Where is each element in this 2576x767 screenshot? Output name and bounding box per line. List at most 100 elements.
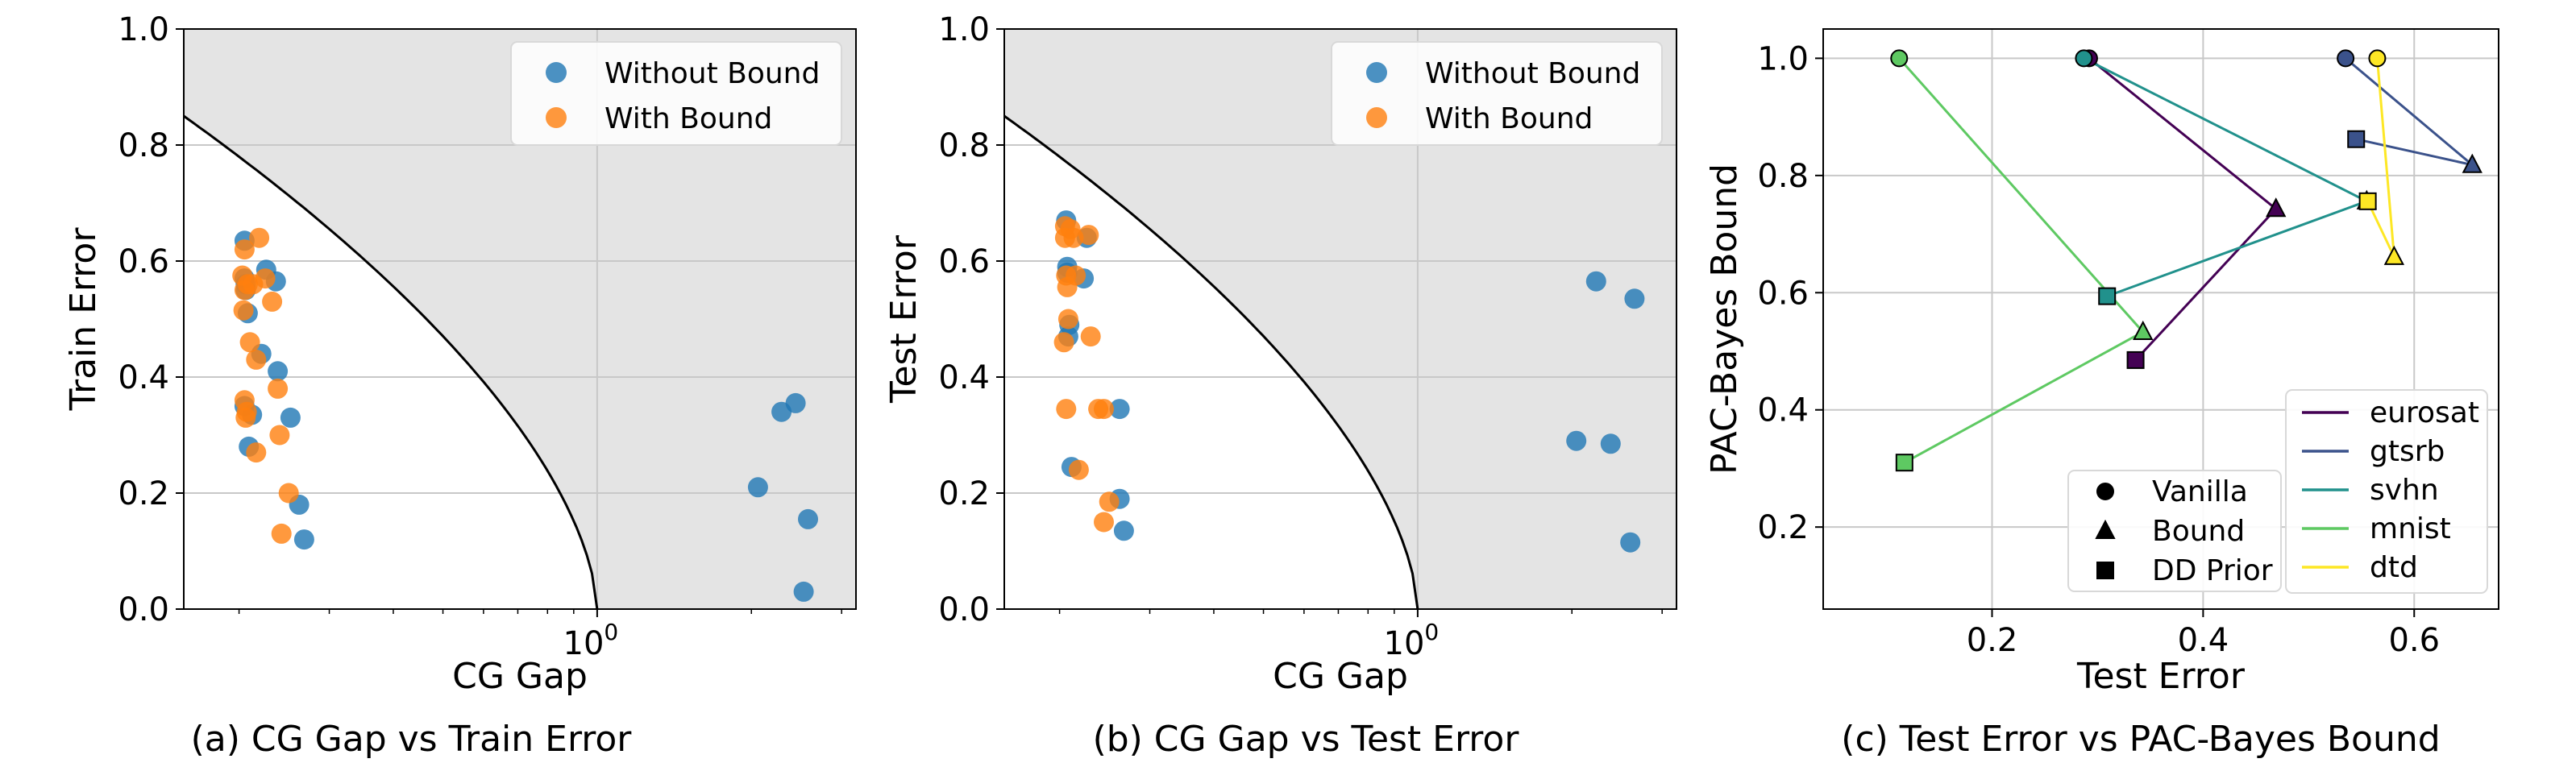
panel-c-test-error-vs-pac-bayes-bound: 0.2 0.4 0.6 0.2 0.4 0.6 0.8 1.0 Test Error PAC-Ba… [1704,28,2499,697]
y-tick-label: 0.4 [1757,392,1809,429]
dd-prior-point-mnist [1895,454,1913,472]
y-axis-label: Train Error [63,227,104,412]
y-tick-label: 0.8 [938,127,990,164]
y-tick-label: 0.2 [938,475,990,512]
point-without-bound [1109,399,1130,420]
legend-label: With Bound [1425,102,1593,135]
legend-marker [546,62,567,83]
y-tick-label: 0.6 [118,243,169,280]
point-with-bound [1056,399,1077,420]
point-without-bound [280,407,301,428]
series-line-eurosat [2088,57,2278,361]
y-tick-label: 1.0 [938,11,990,48]
dd-prior-point-eurosat [2126,350,2145,369]
dataset-legend-label: dtd [2370,551,2418,584]
marker-legend-triangle [2095,519,2116,539]
vanilla-point-svhn [2075,49,2093,68]
legend [1331,41,1663,146]
point-with-bound [1078,225,1099,246]
point-without-bound [785,392,806,413]
y-tick-label: 0.6 [1757,275,1809,312]
y-axis-label: PAC-Bayes Bound [1704,164,1745,475]
vanilla-point-mnist [1890,49,1909,68]
marker-legend-circle [2096,483,2114,500]
series-line-mnist [1898,57,2146,464]
dataset-legend [2285,389,2488,594]
point-without-bound [1620,532,1641,553]
marker-legend-label: DD Prior [2152,554,2273,587]
point-without-bound [793,581,814,602]
marker-legend [2067,470,2282,592]
x-tick-label: 0.2 [1967,622,2018,659]
vanilla-point-dtd [2368,49,2387,68]
bound-curve [183,114,599,610]
point-without-bound [293,529,314,550]
point-without-bound [1624,288,1645,309]
point-with-bound [236,401,257,422]
point-with-bound [278,483,299,504]
point-with-bound [233,300,254,321]
marker-legend-label: Vanilla [2152,475,2248,508]
y-tick-label: 0.0 [118,591,169,628]
y-axis-label: Test Error [883,234,924,404]
y-tick-label: 1.0 [1757,40,1809,77]
marker-legend-square [2096,562,2114,579]
point-with-bound [246,442,267,463]
series-line-dtd [2366,58,2395,258]
point-with-bound [1094,512,1114,533]
series-line-gtsrb [2345,57,2474,167]
y-tick-label: 0.4 [938,359,990,396]
y-tick-label: 0.8 [1757,158,1809,195]
y-tick-label: 0.2 [118,475,169,512]
point-without-bound [1566,430,1587,451]
point-with-bound [269,425,290,446]
bound-point-gtsrb [2462,153,2483,173]
point-with-bound [1063,227,1084,248]
dd-prior-point-gtsrb [2347,130,2366,148]
point-with-bound [1080,326,1101,347]
point-with-bound [262,291,283,312]
caption-c: (c) Test Error vs PAC-Bayes Bound [1841,719,2440,760]
point-with-bound [268,378,289,399]
dataset-legend-label: gtsrb [2370,435,2445,468]
vanilla-point-gtsrb [2337,49,2355,68]
bound-point-mnist [2133,320,2154,340]
legend-marker [546,107,567,128]
point-with-bound [1066,265,1086,286]
y-tick-label: 0.8 [118,127,169,164]
y-tick-label: 0.0 [938,591,990,628]
bound-point-eurosat [2266,197,2287,218]
point-without-bound [268,361,289,382]
point-without-bound [1585,271,1606,292]
y-tick-label: 0.4 [118,359,169,396]
caption-a: (a) CG Gap vs Train Error [191,719,633,760]
point-without-bound [747,477,768,498]
x-tick-label: 100 [563,619,619,662]
point-with-bound [239,332,260,353]
point-with-bound [1099,491,1120,512]
point-without-bound [798,508,818,529]
caption-b: (b) CG Gap vs Test Error [1093,719,1520,760]
x-axis-label: CG Gap [452,656,588,697]
legend-label: Without Bound [1425,57,1640,90]
y-tick-label: 1.0 [118,11,169,48]
dd-prior-point-dtd [2358,192,2377,210]
x-tick-label: 0.6 [2388,622,2440,659]
legend-label: Without Bound [605,57,820,90]
point-with-bound [1053,332,1074,353]
point-with-bound [234,239,255,260]
dataset-legend-label: svhn [2370,474,2439,507]
marker-legend-label: Bound [2152,515,2245,548]
point-with-bound [271,523,292,544]
bound-curve [1003,114,1419,610]
dd-prior-point-svhn [2098,287,2117,305]
series-line-svhn [2083,57,2370,298]
legend-marker [1366,107,1387,128]
y-tick-label: 0.6 [938,243,990,280]
dataset-legend-label: eurosat [2370,396,2479,429]
x-tick-label: 100 [1384,619,1440,662]
x-tick-label: 0.4 [2178,622,2229,659]
infeasible-region [1004,29,1676,609]
